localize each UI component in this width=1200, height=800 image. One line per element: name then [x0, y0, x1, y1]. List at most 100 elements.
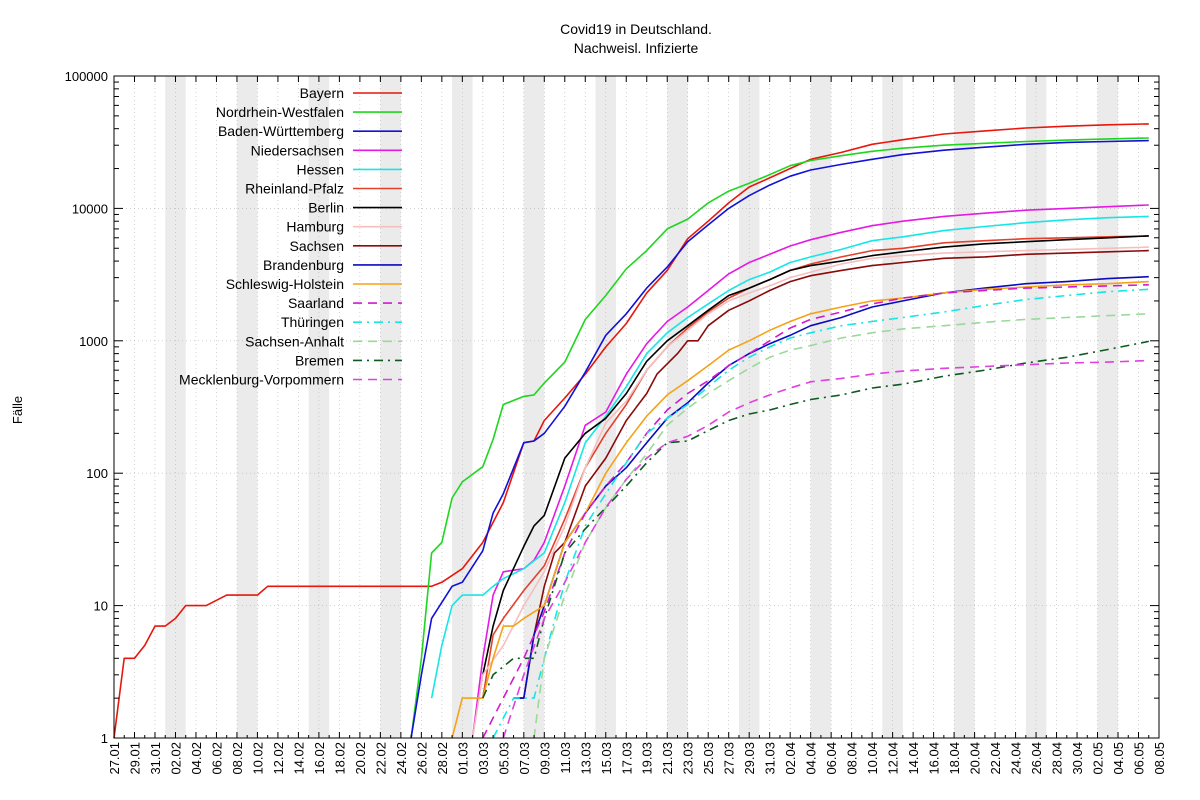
series-line-7 — [471, 246, 1149, 739]
x-tick-label: 06.02 — [209, 742, 224, 775]
legend-label: Nordrhein-Westfalen — [216, 104, 344, 120]
x-tick-label: 10.04 — [865, 742, 880, 775]
x-tick-label: 18.02 — [332, 742, 347, 775]
series-line-13 — [533, 313, 1149, 739]
x-tick-label: 05.03 — [496, 742, 511, 775]
weekend-band — [452, 76, 473, 738]
axes: 27.01 29.01 31.01 02.02 04.02 06.02 08.02 10.02… — [65, 69, 1167, 775]
y-tick-label: 1 — [101, 731, 108, 746]
x-tick-label: 19.03 — [640, 742, 655, 775]
series-line-6 — [482, 235, 1149, 675]
series-line-12 — [492, 288, 1149, 739]
x-tick-label: 28.04 — [1050, 742, 1065, 775]
chart-title: Covid19 in Deutschland. — [560, 21, 712, 37]
x-tick-label: 26.04 — [1029, 742, 1044, 775]
series-line-0 — [113, 123, 1149, 739]
x-tick-label: 17.03 — [619, 742, 634, 775]
x-tick-label: 27.01 — [107, 742, 122, 775]
weekend-band — [954, 76, 975, 738]
series-line-11 — [482, 284, 1149, 739]
x-tick-label: 18.04 — [947, 742, 962, 775]
x-tick-label: 04.05 — [1111, 742, 1126, 775]
weekend-shading — [165, 76, 1119, 738]
x-tick-label: 06.05 — [1132, 742, 1147, 775]
x-tick-label: 16.02 — [312, 742, 327, 775]
x-tick-label: 24.02 — [394, 742, 409, 775]
x-tick-label: 31.03 — [763, 742, 778, 775]
weekend-band — [667, 76, 688, 738]
series-line-5 — [482, 235, 1149, 699]
legend-label: Hamburg — [286, 219, 344, 235]
legend-label: Rheinland-Pfalz — [245, 181, 344, 197]
x-tick-label: 23.03 — [681, 742, 696, 775]
x-tick-label: 29.03 — [742, 742, 757, 775]
legend: Bayern Nordrhein-Westfalen Baden-Württembe… — [179, 85, 402, 388]
x-tick-label: 10.02 — [250, 742, 265, 775]
weekend-band — [308, 76, 330, 738]
weekend-band — [1097, 76, 1119, 738]
x-tick-label: 22.02 — [373, 742, 388, 775]
y-tick-label: 1000 — [79, 334, 108, 349]
x-tick-label: 21.03 — [660, 742, 675, 775]
x-tick-label: 02.05 — [1091, 742, 1106, 775]
weekend-band — [882, 76, 903, 738]
legend-label: Baden-Württemberg — [218, 123, 344, 139]
y-tick-label: 10 — [94, 599, 108, 614]
legend-label: Niedersachsen — [251, 142, 344, 158]
legend-label: Saarland — [288, 295, 344, 311]
weekend-band — [165, 76, 186, 738]
series-line-8 — [513, 249, 1149, 699]
legend-label: Thüringen — [281, 314, 344, 330]
x-tick-label: 04.02 — [189, 742, 204, 775]
x-tick-label: 30.04 — [1070, 742, 1085, 775]
weekend-band — [380, 76, 401, 738]
legend-label: Mecklenburg-Vorpommern — [179, 372, 344, 388]
weekend-band — [810, 76, 832, 738]
x-tick-label: 14.04 — [906, 742, 921, 775]
x-tick-label: 22.04 — [988, 742, 1003, 775]
x-tick-label: 01.03 — [455, 742, 470, 775]
x-tick-label: 11.03 — [558, 742, 573, 774]
x-tick-label: 14.02 — [291, 742, 306, 775]
x-tick-label: 03.03 — [476, 742, 491, 775]
x-tick-label: 12.04 — [886, 742, 901, 775]
legend-label: Bremen — [295, 352, 344, 368]
chart-subtitle: Nachweisl. Infizierte — [574, 40, 699, 56]
weekend-band — [738, 76, 760, 738]
x-tick-label: 20.02 — [353, 742, 368, 775]
y-tick-label: 100000 — [65, 69, 108, 84]
legend-label: Sachsen — [290, 238, 344, 254]
legend-label: Hessen — [297, 161, 344, 177]
legend-label: Berlin — [308, 200, 344, 216]
x-tick-label: 08.04 — [845, 742, 860, 775]
x-tick-label: 13.03 — [578, 742, 593, 775]
x-tick-label: 25.03 — [701, 742, 716, 775]
series-line-15 — [502, 359, 1149, 739]
weekend-band — [1025, 76, 1047, 738]
x-tick-label: 12.02 — [271, 742, 286, 775]
series-lines — [113, 123, 1149, 739]
x-tick-label: 16.04 — [927, 742, 942, 775]
x-tick-label: 02.04 — [783, 742, 798, 775]
weekend-band — [236, 76, 258, 738]
series-line-4 — [430, 215, 1149, 699]
legend-label: Schleswig-Holstein — [226, 276, 344, 292]
x-tick-label: 29.01 — [127, 742, 142, 775]
x-tick-label: 08.05 — [1152, 742, 1167, 775]
x-tick-label: 15.03 — [599, 742, 614, 775]
series-line-1 — [410, 137, 1149, 739]
x-tick-label: 09.03 — [537, 742, 552, 775]
x-tick-label: 06.04 — [824, 742, 839, 775]
legend-label: Brandenburg — [263, 257, 344, 273]
y-tick-label: 100 — [86, 466, 108, 481]
x-tick-label: 24.04 — [1009, 742, 1024, 775]
legend-label: Sachsen-Anhalt — [245, 333, 344, 349]
x-tick-label: 28.02 — [435, 742, 450, 775]
series-line-2 — [410, 139, 1149, 739]
x-tick-label: 31.01 — [148, 742, 163, 775]
x-tick-label: 26.02 — [414, 742, 429, 775]
x-tick-label: 04.04 — [804, 742, 819, 775]
x-tick-label: 07.03 — [517, 742, 532, 775]
x-tick-label: 20.04 — [968, 742, 983, 775]
